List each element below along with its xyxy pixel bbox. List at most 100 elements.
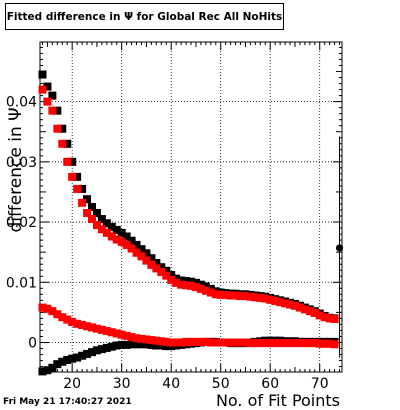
data-marker-upper [201,286,210,295]
data-marker-lower [256,339,265,348]
data-marker-lower [117,340,126,349]
data-marker-upper [167,275,176,284]
data-marker-lower [216,338,225,347]
data-marker-upper [172,274,181,283]
data-marker-lower [290,339,299,348]
data-marker-upper [78,198,87,207]
data-marker-upper [256,293,265,302]
data-marker-upper [315,311,324,320]
data-marker-lower [78,351,87,360]
data-marker-lower [315,339,324,348]
data-marker-upper [261,294,270,303]
data-marker-upper [68,157,77,166]
data-marker-lower [117,330,126,339]
x-tick-label: 40 [162,376,180,392]
data-marker-lower [261,339,270,348]
data-marker-upper [196,280,205,289]
data-marker-lower [53,360,62,369]
data-marker-upper [295,303,304,312]
data-marker-lower [102,327,111,336]
data-marker-lower [112,329,121,338]
data-marker-lower [177,338,186,347]
data-marker-upper [330,315,339,324]
data-marker-upper [127,244,136,253]
data-marker-upper [92,221,101,230]
data-marker-lower [63,355,72,364]
data-marker-upper [157,263,166,272]
data-marker-upper [92,209,101,218]
data-marker-upper [68,172,77,181]
x-axis-label: No. of Fit Points [216,391,340,410]
data-marker-lower [211,338,220,347]
data-marker-upper [152,259,161,268]
data-marker-lower [241,338,250,347]
data-marker-upper [162,271,171,280]
data-marker-upper [157,268,166,277]
data-marker-lower [73,319,82,328]
data-marker-lower [310,339,319,348]
data-marker-upper [310,308,319,317]
data-marker-upper [102,219,111,228]
data-marker-lower [187,337,195,346]
data-marker-lower [38,303,47,312]
x-tick-label: 70 [311,376,329,392]
y-tick-label: 0.02 [6,215,37,231]
data-marker-upper [241,292,250,301]
data-marker-lower [142,335,151,344]
data-marker-lower [157,341,166,350]
data-marker-lower [266,339,275,348]
data-marker-upper [221,290,230,299]
data-marker-lower [236,338,245,347]
data-marker-lower [276,339,285,348]
data-marker-lower [92,324,101,333]
data-marker-upper [251,293,260,302]
x-tick-label: 30 [113,376,131,392]
data-marker-upper [147,260,156,269]
data-marker-lower [137,340,146,349]
data-marker-upper [137,245,146,254]
data-marker-lower [107,342,116,351]
data-marker-lower [97,325,106,334]
y-tick-label: 0.01 [6,275,37,291]
data-marker-lower [92,346,101,355]
data-marker-upper [276,298,285,307]
data-marker-lower [38,367,47,376]
data-marker-lower [73,353,82,362]
data-marker-lower [286,339,295,348]
data-marker-upper [58,139,67,148]
data-marker-lower [231,338,240,347]
data-marker-lower [226,338,235,347]
data-marker-lower [162,342,171,351]
data-marker-upper [226,291,235,300]
data-marker-lower [87,323,96,332]
data-marker-upper [132,248,141,257]
data-marker-lower [320,339,329,348]
data-marker-lower [87,348,96,357]
data-marker-upper [177,280,186,289]
data-marker-lower [142,340,151,349]
x-tick-label: 60 [261,376,279,392]
data-marker-upper [142,249,151,258]
x-tick-label: 50 [212,376,230,392]
data-marker-lower [251,339,260,348]
y-tick-label: 0.03 [6,155,37,171]
data-marker-upper [117,228,126,237]
data-marker-upper [162,266,171,275]
data-marker-lower [127,333,136,342]
data-marker-upper [216,290,225,299]
data-marker-lower [78,321,87,330]
data-marker-upper [43,97,52,106]
data-marker-lower [68,354,77,363]
data-marker-upper [73,184,82,193]
data-marker-lower [102,343,111,352]
data-marker-upper [320,313,329,322]
data-marker-lower [63,315,72,324]
data-marker-upper [132,240,141,249]
data-marker-upper [78,184,87,193]
data-marker-lower [246,339,255,348]
data-marker-upper [147,254,156,263]
data-marker-lower [97,345,106,354]
data-marker-upper [172,278,181,287]
